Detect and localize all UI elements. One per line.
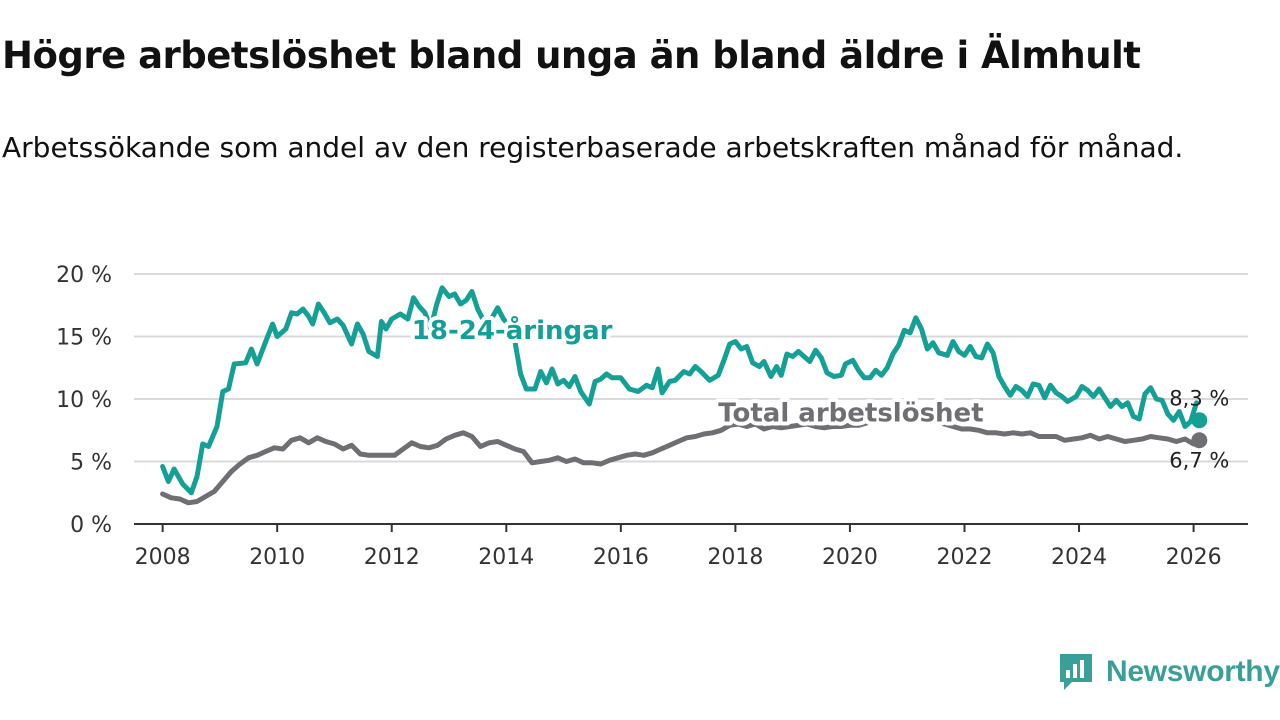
y-tick-label: 0 %	[70, 513, 112, 538]
series-annotation: 18-24-åringar	[412, 314, 613, 346]
label-layer: 6,7 % 8,3 % 18-24-åringar Total arbetslöshe…	[408, 310, 1230, 472]
x-tick-label: 2016	[593, 545, 649, 570]
series-annotation: Total arbetslöshet	[718, 399, 983, 429]
y-tick-label: 10 %	[56, 388, 112, 413]
x-tick-label: 2026	[1166, 545, 1222, 570]
page-title: Högre arbetslöshet bland unga än bland ä…	[2, 34, 1141, 77]
page-subtitle: Arbetssökande som andel av den registerb…	[2, 131, 1184, 164]
series-end-label: 6,7 %	[1169, 448, 1229, 472]
series-line	[160, 407, 1202, 506]
y-tick-label: 5 %	[70, 451, 112, 476]
y-tick-label: 15 %	[56, 326, 112, 351]
series-end-label: 8,3 %	[1169, 386, 1229, 410]
series-line	[160, 295, 434, 496]
x-tick-label: 2020	[822, 545, 878, 570]
x-tick-label: 2014	[478, 545, 534, 570]
newsworthy-logo-icon	[1060, 654, 1092, 690]
x-tick-label: 2008	[135, 545, 191, 570]
axis-layer: 0 % 5 % 10 % 15 % 20 % 2008 2010 2012 2014 2016 20…	[56, 263, 1248, 570]
series-end-point	[1191, 412, 1208, 429]
x-tick-label: 2012	[364, 545, 420, 570]
series-line	[428, 285, 485, 332]
series-layer	[160, 285, 1208, 506]
x-tick-label: 2022	[936, 545, 992, 570]
series-end-point	[1191, 432, 1208, 449]
x-tick-label: 2010	[249, 545, 305, 570]
brand-name: Newsworthy	[1106, 655, 1280, 688]
series-line	[489, 305, 1199, 429]
y-tick-label: 20 %	[56, 263, 112, 288]
newsworthy-brand: Newsworthy	[1058, 652, 1280, 692]
x-tick-label: 2018	[707, 545, 763, 570]
x-tick-label: 2024	[1051, 545, 1107, 570]
grid-layer	[134, 273, 1248, 463]
